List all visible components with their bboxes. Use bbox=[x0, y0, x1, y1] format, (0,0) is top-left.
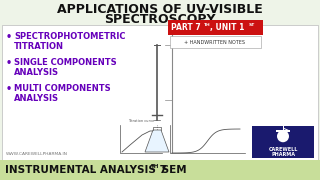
Text: INSTRUMENTAL ANALYSIS 7: INSTRUMENTAL ANALYSIS 7 bbox=[5, 165, 167, 175]
Text: •: • bbox=[6, 32, 12, 42]
Text: , UNIT 1: , UNIT 1 bbox=[210, 23, 244, 32]
Text: WWW.CAREWELLPHARMA.IN: WWW.CAREWELLPHARMA.IN bbox=[6, 152, 68, 156]
Circle shape bbox=[277, 130, 289, 142]
Text: TH: TH bbox=[204, 22, 211, 26]
Text: SEM: SEM bbox=[158, 165, 187, 175]
Bar bbox=[170, 36, 261, 48]
Text: ST: ST bbox=[249, 22, 255, 26]
Text: SPECTROPHOTOMETRIC: SPECTROPHOTOMETRIC bbox=[14, 32, 125, 41]
Text: •: • bbox=[6, 84, 12, 94]
Text: CAREWELL: CAREWELL bbox=[268, 147, 298, 152]
Polygon shape bbox=[145, 130, 169, 152]
Text: •: • bbox=[6, 58, 12, 68]
Bar bbox=[276, 130, 290, 132]
Text: PART 7: PART 7 bbox=[171, 23, 201, 32]
Text: MULTI COMPONENTS: MULTI COMPONENTS bbox=[14, 84, 111, 93]
Text: SINGLE COMPONENTS: SINGLE COMPONENTS bbox=[14, 58, 116, 67]
Bar bbox=[168, 20, 263, 35]
Text: APPLICATIONS OF UV-VISIBLE: APPLICATIONS OF UV-VISIBLE bbox=[57, 3, 263, 16]
Text: ANALYSIS: ANALYSIS bbox=[14, 94, 59, 103]
Text: ANALYSIS: ANALYSIS bbox=[14, 68, 59, 77]
Bar bbox=[0, 160, 320, 180]
Bar bbox=[252, 126, 314, 158]
Text: + HANDWRITTEN NOTES: + HANDWRITTEN NOTES bbox=[185, 39, 245, 44]
Text: TITRATION: TITRATION bbox=[14, 42, 64, 51]
Text: TH: TH bbox=[151, 164, 159, 169]
Bar bbox=[0, 0, 320, 25]
Text: Titration curve: Titration curve bbox=[128, 119, 154, 123]
Text: SPECTROSCOPY: SPECTROSCOPY bbox=[104, 13, 216, 26]
Bar bbox=[283, 126, 284, 130]
Bar bbox=[2, 25, 318, 160]
Text: PHARMA: PHARMA bbox=[271, 152, 295, 157]
